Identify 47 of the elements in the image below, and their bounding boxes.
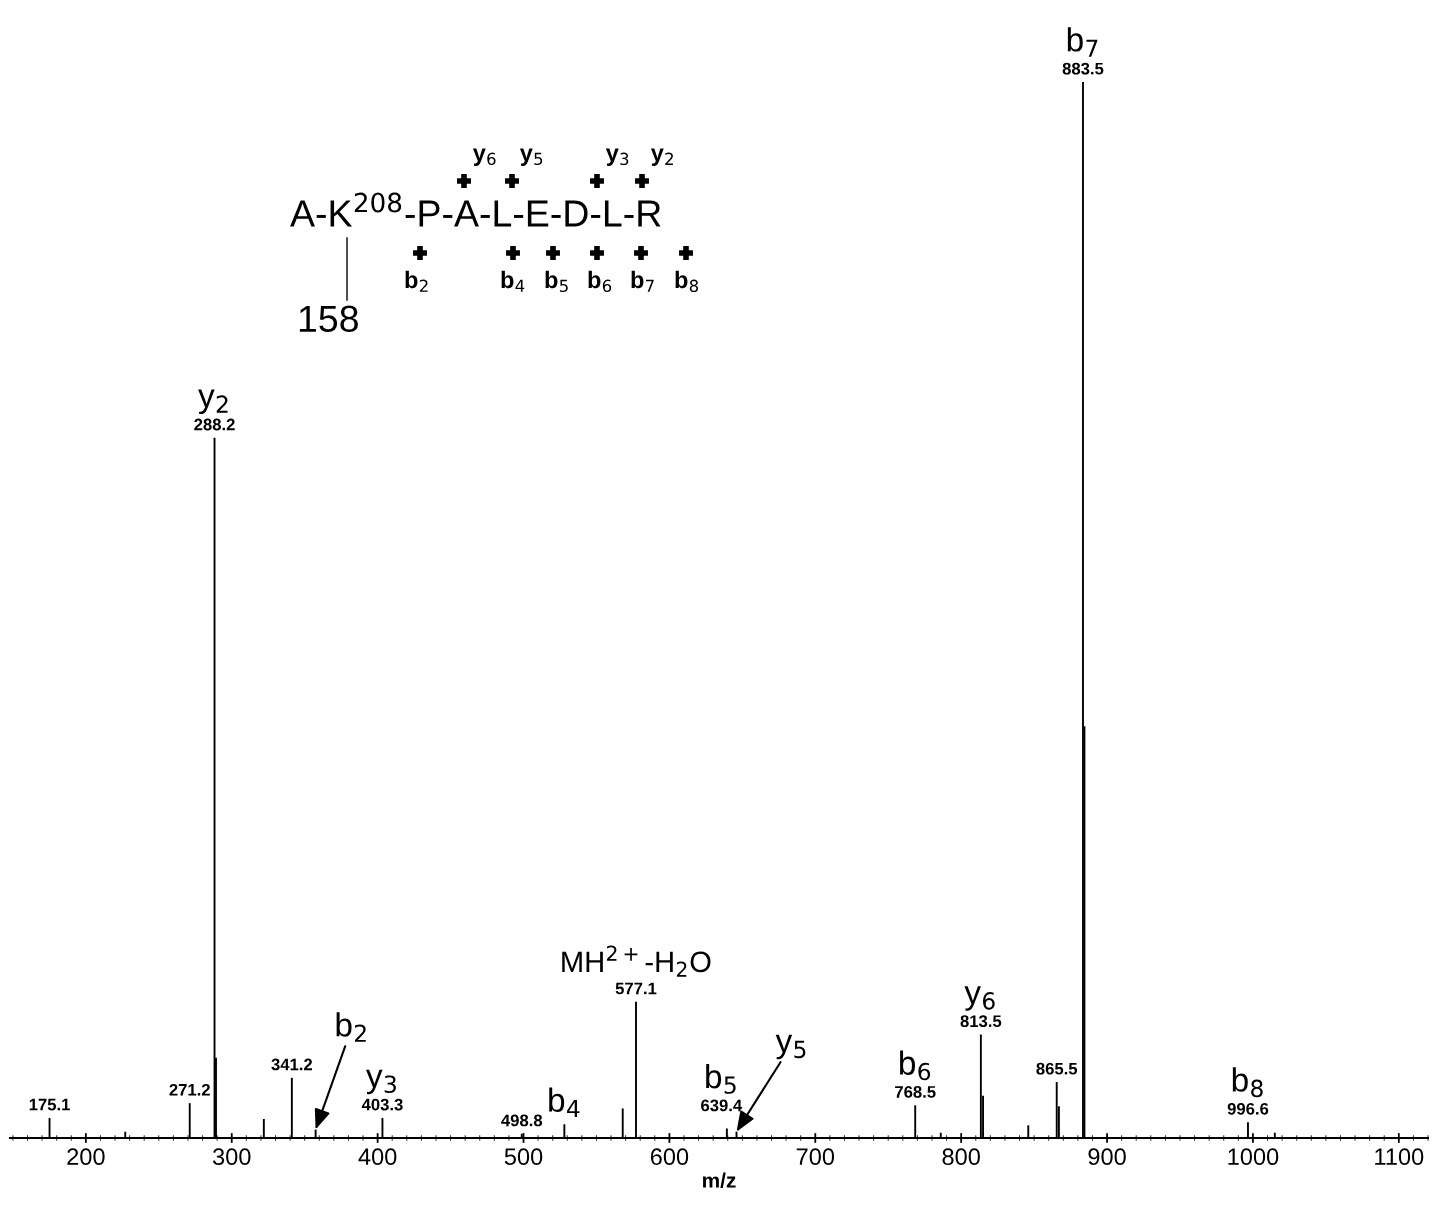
annotation: b$_{6}$	[588, 270, 612, 293]
annotation: 996.6	[1227, 1102, 1269, 1115]
x-tick-label: 800	[942, 1148, 980, 1166]
x-tick-label: 700	[796, 1148, 835, 1166]
annotation: b$_{5}$	[706, 1063, 736, 1094]
annotation: 175.1	[29, 1098, 70, 1111]
annotation: 403.3	[361, 1098, 403, 1111]
annotation: y$_{3}$	[366, 1069, 396, 1095]
annotation: b$_{2}$	[405, 270, 428, 292]
annotation: 341.2	[271, 1058, 313, 1071]
annotation: y$_{6}$	[472, 148, 496, 166]
annotation: b$_{7}$	[631, 270, 654, 292]
x-tick-label: 500	[504, 1148, 543, 1166]
x-tick-label: 1000	[1228, 1148, 1279, 1166]
annotation: y$_{2}$	[198, 389, 228, 415]
annotation: 577.1	[615, 982, 657, 995]
annotation: b$_{2}$	[336, 1012, 366, 1042]
annotation: y$_{2}$	[650, 148, 673, 166]
annotation: 498.8	[501, 1114, 543, 1127]
annotation: b$_{6}$	[900, 1050, 931, 1081]
annotation: 813.5	[960, 1015, 1002, 1028]
annotation: MH$^{2+}$-H$_{2}$O	[562, 945, 711, 977]
annotation: 883.5	[1062, 62, 1104, 75]
annotation: 639.4	[701, 1099, 743, 1112]
x-axis-title: m/z	[703, 1172, 736, 1189]
annotation: y$_{6}$	[964, 986, 995, 1011]
annotation: b$_{4}$	[549, 1087, 580, 1118]
annotation: b$_{4}$	[501, 270, 525, 292]
annotation: y$_{5}$	[775, 1034, 806, 1060]
annotation: b$_{8}$	[675, 270, 699, 293]
x-tick-label: 600	[650, 1148, 689, 1166]
annotation: y$_{5}$	[519, 148, 543, 166]
x-tick-label: 1100	[1375, 1148, 1424, 1166]
annotation: 271.2	[169, 1083, 210, 1096]
annotation: 865.5	[1036, 1062, 1078, 1075]
annotation: b$_{7}$	[1067, 27, 1098, 57]
annotation: 288.2	[194, 418, 235, 431]
x-tick-label: 300	[212, 1148, 251, 1166]
annotation: A-K$^{208}$-P-A-L-E-D-L-R	[290, 192, 661, 227]
x-tick-label: 400	[358, 1148, 397, 1166]
annotation: 158	[299, 305, 358, 333]
annotation: 768.5	[895, 1086, 936, 1098]
x-tick-label: 900	[1088, 1148, 1126, 1166]
annotation: b$_{8}$	[1232, 1067, 1263, 1098]
x-tick-label: 200	[67, 1148, 105, 1166]
annotation: y$_{3}$	[605, 148, 629, 166]
annotation: b$_{5}$	[545, 270, 568, 293]
